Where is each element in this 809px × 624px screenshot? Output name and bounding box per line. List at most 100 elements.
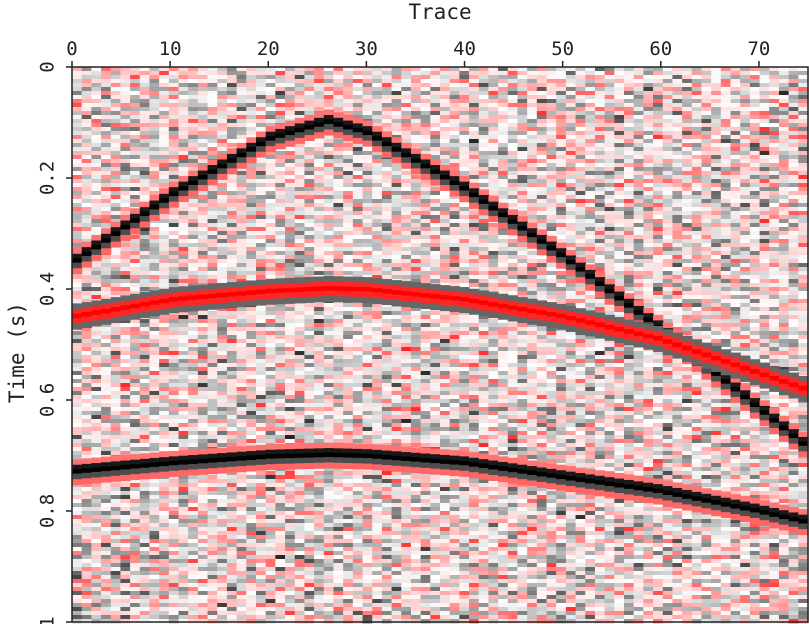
noise-cell — [120, 135, 131, 140]
noise-cell — [410, 191, 422, 196]
noise-cell — [372, 347, 383, 352]
noise-cell — [343, 363, 354, 368]
noise-cell — [168, 511, 180, 516]
noise-cell — [323, 259, 335, 264]
noise-cell — [91, 131, 102, 136]
noise-cell — [285, 79, 296, 84]
noise-cell — [256, 383, 267, 388]
noise-cell — [139, 131, 151, 136]
noise-cell — [314, 411, 325, 416]
noise-cell — [285, 619, 296, 624]
noise-cell — [197, 271, 209, 276]
noise-cell — [256, 99, 267, 104]
noise-cell — [159, 131, 170, 136]
noise-cell — [372, 579, 383, 584]
noise-cell — [323, 551, 335, 556]
noise-cell — [285, 471, 296, 476]
noise-cell — [362, 111, 373, 116]
noise-cell — [294, 331, 306, 336]
noise-cell — [410, 371, 422, 376]
noise-cell — [101, 203, 112, 208]
noise-cell — [149, 507, 160, 512]
noise-cell — [410, 515, 422, 520]
noise-cell — [372, 499, 383, 504]
noise-cell — [178, 351, 189, 356]
noise-cell — [120, 543, 131, 548]
noise-cell — [197, 311, 209, 316]
noise-cell — [130, 103, 141, 108]
noise-cell — [197, 331, 209, 336]
noise-cell — [401, 507, 412, 512]
noise-cell — [217, 263, 228, 268]
noise-cell — [256, 531, 267, 536]
noise-cell — [285, 439, 296, 444]
noise-cell — [159, 543, 170, 548]
noise-cell — [236, 307, 247, 312]
noise-cell — [130, 375, 141, 380]
noise-cell — [236, 111, 247, 116]
noise-cell — [188, 591, 199, 596]
noise-cell — [265, 79, 276, 84]
noise-cell — [294, 579, 306, 584]
noise-cell — [101, 115, 112, 120]
noise-cell — [120, 111, 131, 116]
noise-cell — [246, 203, 257, 208]
noise-cell — [207, 331, 218, 336]
noise-cell — [178, 519, 189, 524]
noise-cell — [110, 395, 122, 400]
noise-cell — [81, 79, 92, 84]
noise-cell — [275, 87, 286, 92]
noise-cell — [391, 383, 402, 388]
noise-cell — [256, 343, 267, 348]
noise-cell — [391, 523, 402, 528]
noise-cell — [401, 195, 412, 200]
noise-cell — [168, 475, 180, 480]
noise-cell — [197, 415, 209, 420]
noise-cell — [110, 107, 122, 112]
noise-cell — [285, 255, 296, 260]
noise-cell — [362, 183, 373, 188]
noise-cell — [401, 263, 412, 268]
noise-cell — [381, 215, 393, 220]
noise-cell — [343, 563, 354, 568]
noise-cell — [159, 511, 170, 516]
noise-cell — [323, 195, 335, 200]
noise-cell — [323, 507, 335, 512]
noise-cell — [130, 143, 141, 148]
noise-cell — [226, 191, 238, 196]
noise-cell — [381, 235, 393, 240]
noise-cell — [178, 599, 189, 604]
noise-cell — [168, 227, 180, 232]
noise-cell — [101, 335, 112, 340]
noise-cell — [323, 223, 335, 228]
noise-cell — [352, 311, 364, 316]
noise-cell — [139, 167, 151, 172]
noise-cell — [81, 575, 92, 580]
noise-cell — [236, 235, 247, 240]
noise-cell — [178, 251, 189, 256]
noise-cell — [333, 155, 344, 160]
noise-cell — [120, 555, 131, 560]
noise-cell — [120, 187, 131, 192]
noise-cell — [110, 211, 122, 216]
noise-cell — [343, 227, 354, 232]
noise-cell — [246, 595, 257, 600]
noise-cell — [265, 495, 276, 500]
noise-cell — [110, 447, 122, 452]
noise-cell — [120, 167, 131, 172]
noise-cell — [207, 395, 218, 400]
noise-cell — [323, 523, 335, 528]
noise-cell — [362, 427, 373, 432]
noise-cell — [236, 511, 247, 516]
noise-cell — [285, 259, 296, 264]
noise-cell — [372, 371, 383, 376]
noise-cell — [343, 95, 354, 100]
noise-cell — [256, 399, 267, 404]
noise-cell — [372, 519, 383, 524]
noise-cell — [343, 199, 354, 204]
noise-cell — [236, 367, 247, 372]
noise-cell — [207, 411, 218, 416]
noise-cell — [197, 319, 209, 324]
noise-cell — [323, 139, 335, 144]
noise-cell — [372, 343, 383, 348]
